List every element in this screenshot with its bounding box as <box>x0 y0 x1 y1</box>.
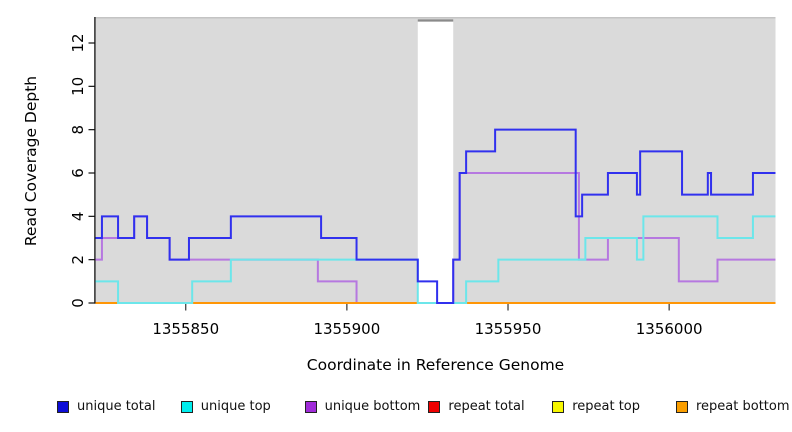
uncovered-region <box>417 21 454 303</box>
x-tick-label-1355850: 1355850 <box>152 320 219 338</box>
y-tick-label-4: 4 <box>69 212 87 222</box>
series-line-unique-total <box>95 128 776 304</box>
y-tick-label-2: 2 <box>69 255 87 265</box>
y-tick-label-10: 10 <box>69 77 87 96</box>
x-tick-label-1356000: 1356000 <box>636 320 703 338</box>
x-tick-label-1355900: 1355900 <box>313 320 380 338</box>
y-axis-title: Read Coverage Depth <box>22 75 40 247</box>
y-tick-label-8: 8 <box>69 125 87 135</box>
x-tick-label-1355950: 1355950 <box>475 320 542 338</box>
series-line-unique-top <box>95 215 776 304</box>
x-axis-title: Coordinate in Reference Genome <box>306 356 565 374</box>
y-tick-label-6: 6 <box>69 168 87 178</box>
y-tick-label-0: 0 <box>69 298 87 308</box>
y-tick-label-12: 12 <box>69 33 87 52</box>
